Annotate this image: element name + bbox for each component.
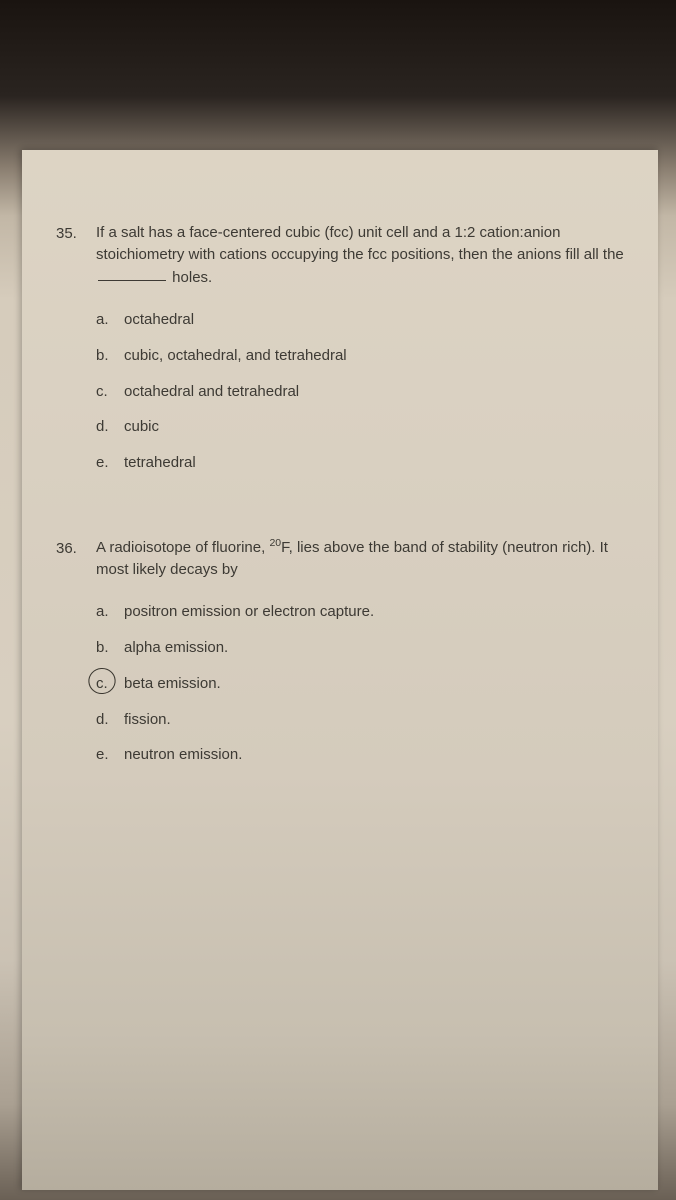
question-stem: A radioisotope of fluorine, 20F, lies ab… bbox=[96, 537, 624, 581]
paper-page: 35. If a salt has a face-centered cubic … bbox=[22, 150, 658, 1190]
option-letter: a. bbox=[96, 309, 124, 331]
option-c: c. beta emission. bbox=[96, 666, 624, 702]
fill-blank bbox=[98, 266, 166, 282]
question-number: 36. bbox=[56, 537, 96, 560]
option-text: cubic bbox=[124, 416, 624, 438]
option-text: neutron emission. bbox=[124, 744, 624, 766]
question-body: If a salt has a face-centered cubic (fcc… bbox=[96, 222, 624, 481]
option-text: tetrahedral bbox=[124, 452, 624, 474]
option-d: d. fission. bbox=[96, 702, 624, 738]
question-body: A radioisotope of fluorine, 20F, lies ab… bbox=[96, 537, 624, 773]
option-b: b. alpha emission. bbox=[96, 630, 624, 666]
stem-text-pre: If a salt has a face-centered cubic (fcc… bbox=[96, 224, 624, 263]
option-b: b. cubic, octahedral, and tetrahedral bbox=[96, 338, 624, 374]
option-letter: c. bbox=[96, 381, 124, 403]
option-letter: e. bbox=[96, 744, 124, 766]
option-text: fission. bbox=[124, 709, 624, 731]
option-text: octahedral and tetrahedral bbox=[124, 381, 624, 403]
option-text: beta emission. bbox=[124, 673, 624, 695]
option-letter: e. bbox=[96, 452, 124, 474]
option-d: d. cubic bbox=[96, 409, 624, 445]
options-list: a. positron emission or electron capture… bbox=[96, 594, 624, 773]
option-text: positron emission or electron capture. bbox=[124, 601, 624, 623]
option-c: c. octahedral and tetrahedral bbox=[96, 374, 624, 410]
option-text: octahedral bbox=[124, 309, 624, 331]
option-letter-circled: c. bbox=[96, 673, 124, 695]
option-a: a. octahedral bbox=[96, 302, 624, 338]
option-e: e. neutron emission. bbox=[96, 737, 624, 773]
option-text: alpha emission. bbox=[124, 637, 624, 659]
question-number: 35. bbox=[56, 222, 96, 245]
option-letter: d. bbox=[96, 709, 124, 731]
option-e: e. tetrahedral bbox=[96, 445, 624, 481]
option-text: cubic, octahedral, and tetrahedral bbox=[124, 345, 624, 367]
option-letter: d. bbox=[96, 416, 124, 438]
option-letter: b. bbox=[96, 637, 124, 659]
question-stem: If a salt has a face-centered cubic (fcc… bbox=[96, 222, 624, 288]
option-a: a. positron emission or electron capture… bbox=[96, 594, 624, 630]
option-letter: b. bbox=[96, 345, 124, 367]
question-35: 35. If a salt has a face-centered cubic … bbox=[56, 222, 624, 481]
stem-text-post: holes. bbox=[172, 268, 212, 285]
option-letter: a. bbox=[96, 601, 124, 623]
question-36: 36. A radioisotope of fluorine, 20F, lie… bbox=[56, 537, 624, 773]
options-list: a. octahedral b. cubic, octahedral, and … bbox=[96, 302, 624, 481]
